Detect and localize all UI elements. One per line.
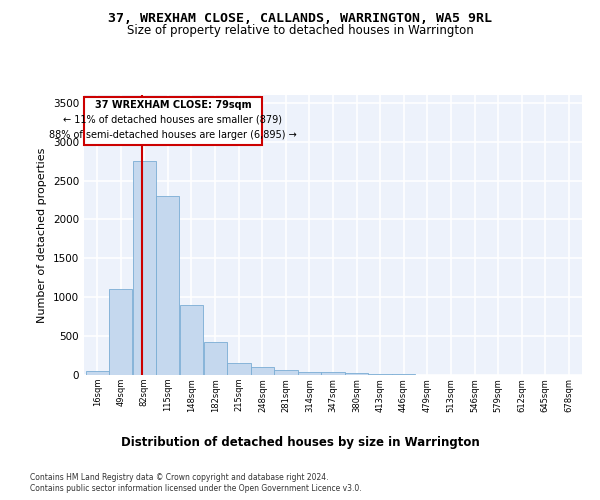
Text: Size of property relative to detached houses in Warrington: Size of property relative to detached ho…: [127, 24, 473, 37]
Text: Distribution of detached houses by size in Warrington: Distribution of detached houses by size …: [121, 436, 479, 449]
Bar: [392, 374, 415, 375]
Text: 37, WREXHAM CLOSE, CALLANDS, WARRINGTON, WA5 9RL: 37, WREXHAM CLOSE, CALLANDS, WARRINGTON,…: [108, 12, 492, 26]
Text: 88% of semi-detached houses are larger (6,895) →: 88% of semi-detached houses are larger (…: [49, 130, 297, 140]
Bar: [227, 362, 251, 375]
Bar: [204, 342, 227, 375]
Bar: [274, 370, 298, 375]
Bar: [109, 290, 132, 375]
Y-axis label: Number of detached properties: Number of detached properties: [37, 148, 47, 322]
Bar: [156, 196, 179, 375]
FancyBboxPatch shape: [84, 96, 262, 145]
Text: Contains HM Land Registry data © Crown copyright and database right 2024.: Contains HM Land Registry data © Crown c…: [30, 472, 329, 482]
Bar: [251, 367, 274, 375]
Bar: [345, 373, 368, 375]
Text: ← 11% of detached houses are smaller (879): ← 11% of detached houses are smaller (87…: [64, 114, 283, 124]
Text: 37 WREXHAM CLOSE: 79sqm: 37 WREXHAM CLOSE: 79sqm: [95, 100, 251, 110]
Bar: [322, 372, 344, 375]
Bar: [86, 371, 109, 375]
Bar: [298, 372, 321, 375]
Bar: [179, 305, 203, 375]
Text: Contains public sector information licensed under the Open Government Licence v3: Contains public sector information licen…: [30, 484, 362, 493]
Bar: [133, 161, 156, 375]
Bar: [368, 374, 392, 375]
